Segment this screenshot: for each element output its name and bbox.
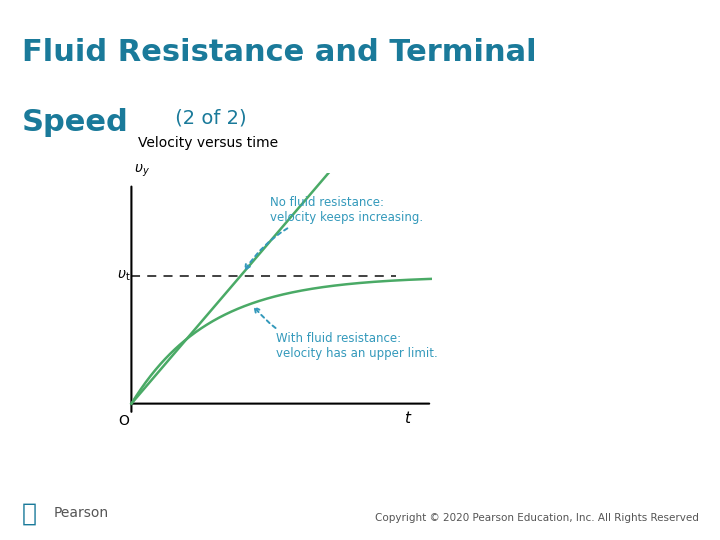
Text: $t$: $t$	[404, 410, 412, 426]
Text: O: O	[118, 414, 129, 428]
Text: Pearson: Pearson	[54, 507, 109, 520]
Text: No fluid resistance:
velocity keeps increasing.: No fluid resistance: velocity keeps incr…	[246, 196, 423, 269]
Text: Velocity versus time: Velocity versus time	[138, 137, 278, 151]
Text: (2 of 2): (2 of 2)	[169, 108, 247, 127]
Text: Speed: Speed	[22, 108, 128, 137]
Text: Ⓟ: Ⓟ	[22, 501, 36, 525]
Text: $\upsilon_y$: $\upsilon_y$	[135, 163, 150, 179]
Text: Fluid Resistance and Terminal: Fluid Resistance and Terminal	[22, 38, 536, 67]
Text: Copyright © 2020 Pearson Education, Inc. All Rights Reserved: Copyright © 2020 Pearson Education, Inc.…	[374, 513, 698, 523]
Text: With fluid resistance:
velocity has an upper limit.: With fluid resistance: velocity has an u…	[255, 307, 438, 361]
Text: $\upsilon_\mathrm{t}$: $\upsilon_\mathrm{t}$	[117, 269, 130, 284]
